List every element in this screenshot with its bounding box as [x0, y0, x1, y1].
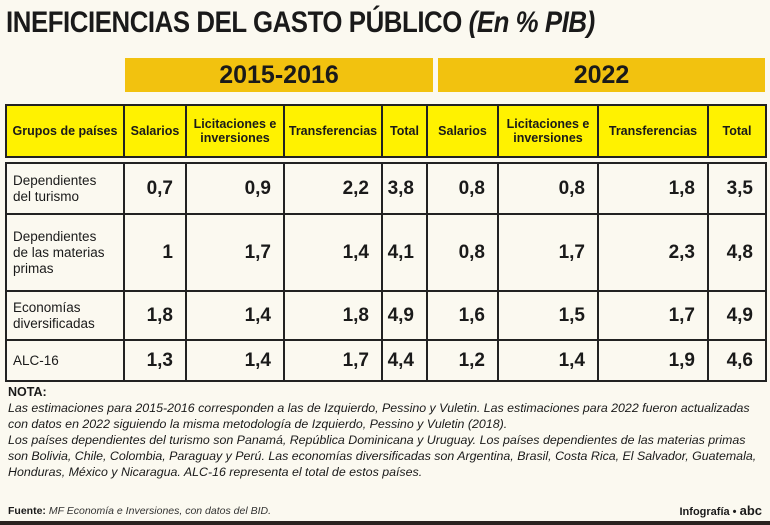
value-cell: 1,8 [283, 290, 383, 341]
value-cell: 4,4 [381, 339, 428, 382]
source: Fuente: MF Economía e Inversiones, con d… [8, 505, 271, 517]
value-cell: 1,4 [185, 339, 285, 382]
value-cell: 1,7 [283, 339, 383, 382]
value-cell: 1,4 [185, 290, 285, 341]
column-header: Licitaciones e inversiones [185, 104, 285, 158]
column-header: Grupos de países [5, 104, 125, 158]
value-cell: 1,7 [497, 213, 599, 292]
source-label: Fuente: [8, 505, 46, 517]
value-cell: 1,8 [597, 162, 709, 215]
value-cell: 1,7 [185, 213, 285, 292]
value-cell: 0,8 [426, 162, 499, 215]
column-header: Total [707, 104, 767, 158]
data-table: Dependientes del turismo 0,7 0,9 2,2 3,8 0,8 0… [5, 162, 767, 382]
value-cell: 0,8 [497, 162, 599, 215]
period-2022: 2022 [438, 58, 765, 92]
column-header: Salarios [426, 104, 499, 158]
table-row: ALC-16 1,3 1,4 1,7 4,4 1,2 1,4 1,9 4,6 [5, 339, 767, 382]
credit-text: Infografía • [679, 506, 737, 518]
value-cell: 1,5 [497, 290, 599, 341]
value-cell: 1,2 [426, 339, 499, 382]
credit: Infografía • abc [680, 503, 763, 518]
column-header: Salarios [123, 104, 187, 158]
column-header: Licitaciones e inversiones [497, 104, 599, 158]
abc-logo: abc [739, 503, 762, 518]
value-cell: 1,3 [123, 339, 187, 382]
group-name: ALC-16 [5, 339, 125, 382]
page-title: INEFICIENCIAS DEL GASTO PÚBLICO (En % PI… [6, 6, 595, 40]
value-cell: 4,9 [381, 290, 428, 341]
value-cell: 1,9 [597, 339, 709, 382]
value-cell: 2,2 [283, 162, 383, 215]
period-2015-2016: 2015-2016 [125, 58, 433, 92]
value-cell: 0,7 [123, 162, 187, 215]
value-cell: 1,7 [597, 290, 709, 341]
table-header: Grupos de países Salarios Licitaciones e i… [5, 104, 767, 158]
value-cell: 0,9 [185, 162, 285, 215]
value-cell: 1 [123, 213, 187, 292]
group-name: Dependientes de las materias primas [5, 213, 125, 292]
value-cell: 3,5 [707, 162, 767, 215]
value-cell: 1,6 [426, 290, 499, 341]
note: NOTA: Las estimaciones para 2015-2016 co… [8, 384, 763, 480]
title-main: INEFICIENCIAS DEL GASTO PÚBLICO [6, 6, 462, 39]
note-label: NOTA: [8, 385, 47, 399]
value-cell: 1,8 [123, 290, 187, 341]
table-row: Economías diversificadas 1,8 1,4 1,8 4,9 1,6 1… [5, 290, 767, 341]
table-row: Dependientes de las materias primas 1 1,7 1… [5, 213, 767, 292]
column-header: Total [381, 104, 428, 158]
source-text: MF Economía e Inversiones, con datos del… [48, 505, 272, 517]
group-name: Economías diversificadas [5, 290, 125, 341]
note-line: Las estimaciones para 2015-2016 correspo… [8, 401, 750, 431]
column-header: Transferencias [597, 104, 709, 158]
value-cell: 1,4 [283, 213, 383, 292]
value-cell: 4,1 [381, 213, 428, 292]
value-cell: 4,6 [707, 339, 767, 382]
value-cell: 3,8 [381, 162, 428, 215]
bottom-rule [0, 521, 770, 525]
value-cell: 2,3 [597, 213, 709, 292]
column-header: Transferencias [283, 104, 383, 158]
group-name: Dependientes del turismo [5, 162, 125, 215]
value-cell: 0,8 [426, 213, 499, 292]
value-cell: 1,4 [497, 339, 599, 382]
value-cell: 4,9 [707, 290, 767, 341]
title-unit: (En % PIB) [468, 6, 596, 39]
note-line: Los países dependientes del turismo son … [8, 433, 757, 479]
table-row: Dependientes del turismo 0,7 0,9 2,2 3,8 0,8 0… [5, 162, 767, 215]
value-cell: 4,8 [707, 213, 767, 292]
